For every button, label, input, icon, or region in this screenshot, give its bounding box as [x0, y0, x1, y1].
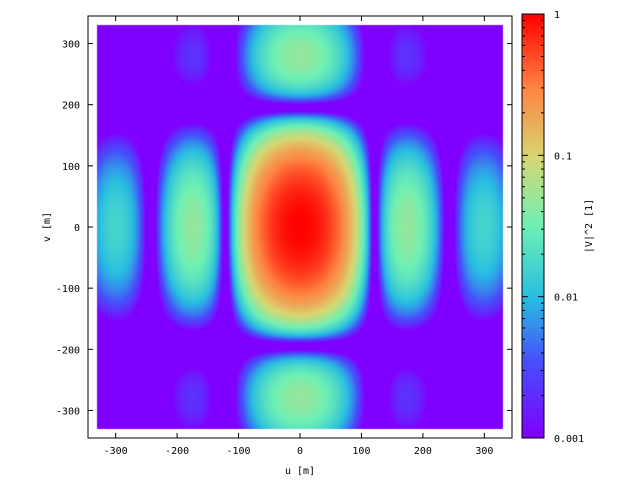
y-tick-label: 200 — [62, 101, 80, 112]
x-tick-label: 300 — [475, 446, 493, 457]
y-tick-label: 300 — [62, 40, 80, 51]
heatmap-plot — [87, 15, 513, 439]
x-tick-label: -100 — [227, 446, 251, 457]
y-tick-label: -200 — [56, 345, 80, 356]
x-tick-label: 200 — [414, 446, 432, 457]
colorbar: 0.001 0.01 0.1 1 |V|^2 [1] — [521, 10, 595, 445]
x-tick-label: -300 — [104, 446, 128, 457]
colorbar-ticks: 0.001 0.01 0.1 1 — [522, 10, 584, 445]
y-axis: -300 -200 -100 0 100 200 300 — [56, 40, 512, 417]
y-axis-label: v [m] — [42, 212, 53, 242]
colorbar-tick-label: 0.001 — [554, 434, 584, 445]
x-tick-label: 100 — [352, 446, 370, 457]
x-tick-label: -200 — [165, 446, 189, 457]
x-tick-label: 0 — [297, 446, 303, 457]
colorbar-tick-label: 0.1 — [554, 151, 572, 162]
x-axis-label: u [m] — [285, 466, 315, 477]
colorbar-label: |V|^2 [1] — [584, 199, 595, 253]
y-tick-label: 0 — [74, 223, 80, 234]
x-axis: -300 -200 -100 0 100 200 300 — [104, 16, 493, 457]
colorbar-tick-label: 1 — [554, 10, 560, 21]
heatmap-area — [88, 16, 512, 438]
y-tick-label: 100 — [62, 162, 80, 173]
y-tick-label: -300 — [56, 406, 80, 417]
colorbar-gradient — [522, 14, 544, 438]
colorbar-tick-label: 0.01 — [554, 293, 578, 304]
y-tick-label: -100 — [56, 284, 80, 295]
colorbar-frame — [521, 13, 545, 439]
